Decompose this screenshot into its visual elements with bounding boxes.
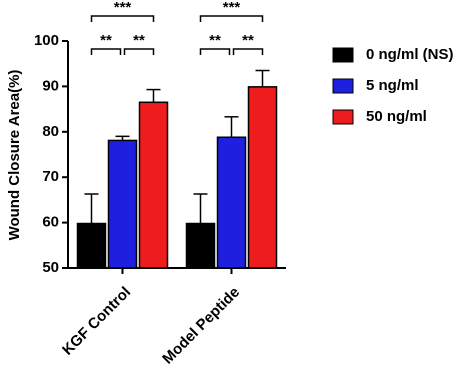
legend-swatch — [332, 47, 354, 63]
legend-label: 0 ng/ml (NS) — [366, 46, 454, 63]
significance-bracket — [90, 48, 122, 55]
bar — [185, 222, 216, 269]
x-tick-label: Model Peptide — [159, 284, 243, 368]
x-tick-label: KGF Control — [59, 284, 134, 359]
significance-label: ** — [209, 32, 221, 49]
error-bar — [224, 116, 239, 138]
legend-label: 5 ng/ml — [366, 77, 419, 94]
y-tick-label: 60 — [42, 214, 59, 231]
significance-label: ** — [242, 32, 254, 49]
error-bar — [146, 88, 161, 103]
legend-swatch — [332, 78, 354, 94]
bar — [107, 139, 138, 269]
legend-swatch — [332, 109, 354, 125]
y-tick-label: 50 — [42, 259, 59, 276]
error-bar — [115, 135, 130, 141]
bar — [216, 136, 247, 269]
significance-bracket — [199, 48, 231, 55]
error-bar — [193, 193, 208, 224]
y-tick-label: 70 — [42, 168, 59, 185]
significance-label: ** — [133, 32, 145, 49]
significance-bracket — [123, 48, 155, 55]
bar — [247, 86, 278, 269]
legend-label: 50 ng/ml — [366, 108, 427, 125]
significance-label: ** — [100, 32, 112, 49]
y-tick-label: 100 — [34, 32, 59, 49]
bar — [76, 222, 107, 269]
significance-bracket — [199, 15, 264, 22]
y-tick-label: 90 — [42, 77, 59, 94]
error-bar — [84, 193, 99, 224]
significance-label: *** — [223, 0, 241, 16]
significance-label: *** — [114, 0, 132, 16]
significance-bracket — [232, 48, 264, 55]
significance-bracket — [90, 15, 155, 22]
y-tick-label: 80 — [42, 123, 59, 140]
error-bar — [255, 69, 270, 87]
bar — [138, 101, 169, 269]
y-axis-label: Wound Closure Area(%) — [6, 70, 23, 241]
